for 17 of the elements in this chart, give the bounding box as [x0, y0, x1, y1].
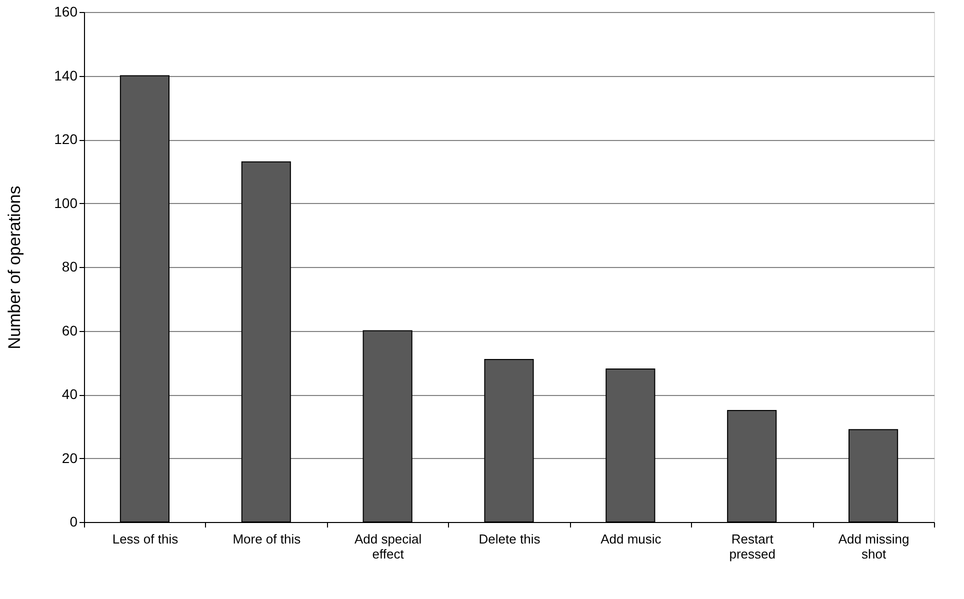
x-tick-label: Delete this	[478, 532, 541, 546]
x-tick-label: Restart pressed	[729, 532, 776, 562]
y-tick-label: 20	[62, 450, 78, 466]
x-tick-label: Add missing shot	[838, 532, 910, 562]
y-axis-title: Number of operations	[5, 186, 24, 350]
y-tick-label: 60	[62, 322, 78, 338]
y-tick-label: 40	[62, 386, 78, 402]
x-tick-label: Less of this	[112, 532, 179, 546]
x-tick-label: Add special effect	[354, 532, 422, 562]
y-tick-label: 160	[54, 4, 78, 20]
y-tick-label: 100	[54, 194, 78, 211]
x-tick-label: Add music	[600, 532, 662, 546]
y-tick-label: 140	[54, 67, 78, 84]
y-tick-label: 0	[70, 514, 78, 530]
y-tick-label: 120	[54, 131, 78, 147]
y-tick-label: 80	[62, 258, 78, 274]
x-tick-label: More of this	[232, 532, 302, 546]
